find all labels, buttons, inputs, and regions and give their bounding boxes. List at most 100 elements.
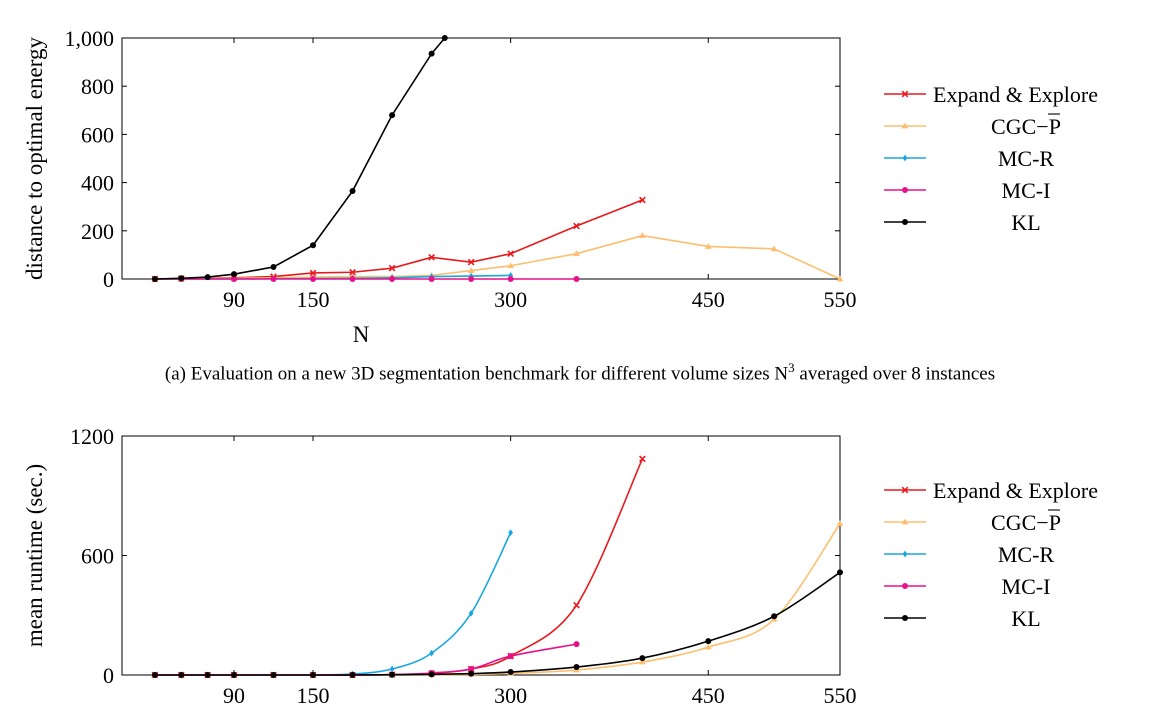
legend-swatch-marker: [902, 583, 908, 589]
data-point-0: [388, 264, 396, 272]
data-point-3: [573, 641, 580, 648]
y-tick-label: 1,000: [65, 26, 115, 51]
legend-swatch-marker: [901, 90, 909, 98]
legend-swatch-marker: [902, 154, 908, 162]
legend-label: KL: [1011, 210, 1040, 235]
data-point-0: [428, 253, 435, 261]
x-tick-label: 450: [692, 683, 725, 708]
caption-suffix: averaged over 8 instances: [794, 363, 996, 385]
data-point-0: [639, 196, 646, 204]
x-tick-label: 90: [223, 683, 245, 708]
legend-swatch-marker: [902, 615, 908, 621]
data-point-0: [309, 269, 317, 277]
data-point-4: [230, 672, 237, 678]
legend-swatch-marker: [902, 219, 908, 225]
data-point-4: [270, 263, 277, 270]
data-point-1: [836, 275, 844, 282]
y-tick-label: 1200: [70, 424, 114, 449]
y-tick-label: 400: [81, 171, 114, 196]
series-line-4: [154, 37, 446, 280]
legend-swatch-marker: [901, 518, 909, 525]
distance-chart: 90 150 300 450 550 0 200 400 600 800 1,000 Ndistanc…: [22, 26, 1098, 347]
data-point-4: [151, 672, 158, 678]
data-point-3: [428, 276, 435, 282]
data-point-0: [639, 455, 646, 463]
data-point-0: [467, 258, 475, 266]
legend-label: MC-R: [998, 146, 1055, 171]
data-point-4: [468, 670, 475, 677]
data-point-3: [468, 666, 475, 673]
data-point-2: [468, 609, 474, 617]
runtime-chart: 90 150 300 450 550 0 600 1200 mean runtime (sec.…: [22, 424, 1098, 708]
series-line-3: [154, 643, 577, 676]
data-point-1: [770, 245, 778, 252]
x-tick-label: 90: [223, 287, 245, 312]
data-point-4: [178, 275, 185, 282]
data-point-1: [704, 643, 712, 650]
data-point-4: [441, 35, 448, 41]
legend-label: Expand & Explore: [933, 82, 1098, 107]
legend: Expand & Explore CGC−P MC-R MC-I KL: [884, 478, 1098, 631]
data-point-4: [270, 672, 277, 678]
data-point-2: [429, 649, 434, 657]
data-point-4: [639, 655, 646, 662]
y-tick-label: 0: [103, 267, 114, 292]
data-point-0: [573, 601, 580, 609]
x-tick-label: 150: [297, 287, 330, 312]
data-point-4: [349, 672, 356, 678]
x-axis-label: N: [353, 322, 370, 347]
y-axis-label: distance to optimal energy: [22, 37, 47, 280]
legend-swatch-marker: [901, 122, 909, 129]
data-point-4: [705, 638, 712, 645]
series-line-2: [154, 532, 512, 676]
y-tick-label: 200: [81, 219, 114, 244]
data-point-1: [638, 232, 646, 238]
plot-area: [151, 35, 844, 283]
y-tick-label: 800: [81, 74, 114, 99]
plot-area: [151, 455, 844, 679]
data-point-4: [204, 672, 211, 678]
legend-label: CGC−P: [991, 510, 1061, 535]
data-point-2: [508, 529, 514, 536]
data-point-3: [507, 653, 514, 660]
y-tick-label: 0: [103, 663, 114, 688]
caption-superscript: 3: [788, 360, 795, 375]
legend-swatch-marker: [902, 550, 908, 558]
data-point-1: [467, 267, 475, 273]
data-point-4: [507, 669, 514, 676]
data-point-4: [573, 664, 580, 671]
data-point-1: [573, 250, 580, 257]
data-point-3: [349, 276, 356, 282]
series-line-1: [154, 523, 841, 676]
data-point-4: [771, 613, 778, 620]
legend-label: KL: [1011, 606, 1040, 631]
x-tick-label: 150: [297, 683, 330, 708]
legend-label: MC-I: [1002, 178, 1051, 203]
data-point-0: [349, 268, 356, 276]
legend-swatch-marker: [901, 486, 909, 494]
series-line-4: [154, 571, 841, 676]
data-point-4: [178, 672, 185, 678]
legend-label: MC-I: [1002, 574, 1051, 599]
legend-label: CGC−P: [991, 114, 1061, 139]
data-point-3: [230, 276, 237, 282]
legend-swatch-marker: [902, 187, 908, 193]
x-tick-label: 550: [824, 683, 857, 708]
plot-frame: [121, 37, 841, 280]
data-point-3: [389, 276, 396, 282]
y-axis-label: mean runtime (sec.): [22, 464, 47, 647]
data-point-3: [468, 276, 475, 282]
legend: Expand & Explore CGC−P MC-R MC-I KL: [884, 82, 1098, 235]
data-point-1: [507, 262, 515, 269]
data-point-1: [704, 243, 712, 249]
data-point-4: [389, 112, 396, 119]
x-tick-label: 550: [824, 287, 857, 312]
data-point-2: [389, 665, 395, 673]
data-point-4: [349, 188, 356, 195]
data-point-4: [428, 671, 435, 678]
x-tick-label: 300: [494, 683, 527, 708]
data-point-3: [310, 276, 317, 282]
y-tick-label: 600: [81, 122, 114, 147]
data-point-3: [507, 276, 514, 282]
data-point-0: [573, 222, 580, 230]
